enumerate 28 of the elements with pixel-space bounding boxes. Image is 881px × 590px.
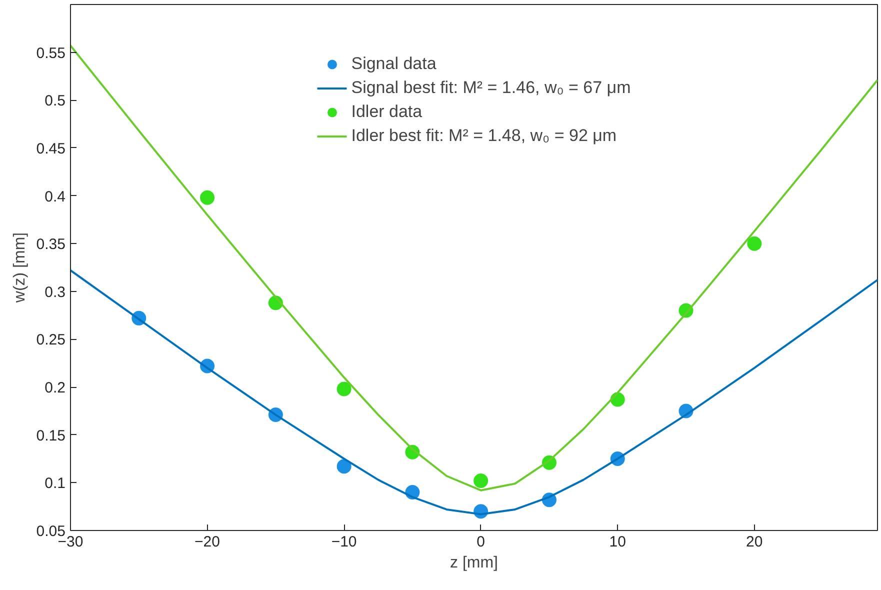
y-tick-label: 0.05 — [36, 523, 66, 540]
y-tick-label: 0.35 — [36, 236, 66, 254]
legend-label: Idler best fit: M² = 1.48, w₀ = 92 μm — [351, 126, 617, 146]
line-series — [70, 44, 878, 492]
legend-label: Signal data — [351, 54, 436, 74]
point — [336, 459, 352, 474]
y-tick-label: 0.55 — [36, 44, 66, 62]
point — [474, 474, 488, 488]
y-tick-label: 0.4 — [44, 188, 66, 206]
point — [747, 236, 762, 251]
y-tick-label: 0.2 — [44, 380, 66, 397]
legend-label: Idler data — [351, 102, 422, 122]
y-tick-label: 0.1 — [44, 475, 66, 492]
x-tick-label: 0 — [476, 534, 486, 550]
x-tick-label: −10 — [331, 534, 357, 550]
legend-label: Signal best fit: M² = 1.46, w₀ = 67 μm — [351, 78, 631, 98]
y-tick-label: 0.25 — [36, 332, 66, 349]
y-tick-label: 0.45 — [36, 140, 66, 158]
y-tick-label: 0.3 — [44, 284, 66, 301]
x-tick-label: −20 — [194, 534, 220, 550]
x-tick-label: 10 — [609, 534, 626, 550]
y-axis-title: w(z) [mm] — [11, 232, 28, 304]
point — [200, 190, 215, 205]
x-tick-label: 20 — [746, 534, 763, 550]
x-axis-title: z [mm] — [450, 554, 498, 572]
point — [336, 382, 352, 396]
y-tick-label: 0.15 — [36, 427, 66, 444]
y-tick-label: 0.5 — [44, 92, 66, 110]
